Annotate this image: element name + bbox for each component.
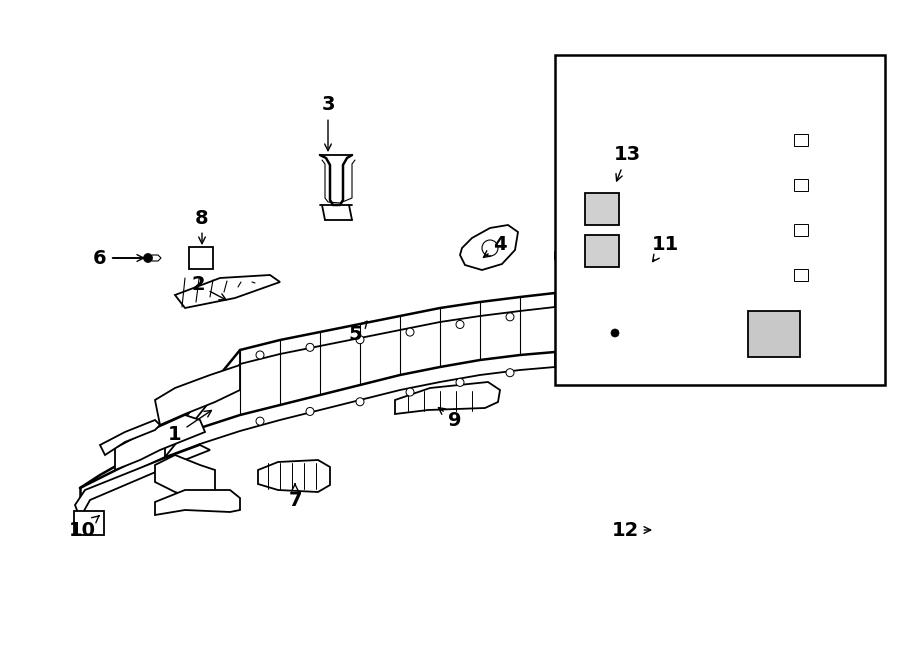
Circle shape xyxy=(406,328,414,336)
Circle shape xyxy=(482,240,498,256)
Text: 2: 2 xyxy=(191,276,226,300)
FancyBboxPatch shape xyxy=(794,224,808,236)
Circle shape xyxy=(356,336,364,344)
Circle shape xyxy=(611,329,619,337)
Circle shape xyxy=(645,253,665,273)
Circle shape xyxy=(613,251,627,265)
Text: 4: 4 xyxy=(483,235,507,257)
Polygon shape xyxy=(258,460,330,492)
Circle shape xyxy=(456,321,464,329)
Polygon shape xyxy=(460,225,518,270)
Polygon shape xyxy=(155,365,240,425)
Polygon shape xyxy=(555,228,690,307)
Text: 6: 6 xyxy=(94,249,144,268)
Text: 3: 3 xyxy=(321,95,335,151)
Circle shape xyxy=(406,388,414,396)
Polygon shape xyxy=(765,355,785,363)
Text: 9: 9 xyxy=(438,408,462,430)
Text: 1: 1 xyxy=(168,410,212,444)
Circle shape xyxy=(256,351,264,359)
Polygon shape xyxy=(155,490,240,515)
FancyBboxPatch shape xyxy=(794,134,808,146)
Circle shape xyxy=(456,378,464,387)
Text: 8: 8 xyxy=(195,208,209,244)
FancyBboxPatch shape xyxy=(585,193,619,225)
FancyBboxPatch shape xyxy=(189,247,213,269)
Text: 5: 5 xyxy=(348,321,367,344)
Polygon shape xyxy=(580,103,803,303)
Text: 7: 7 xyxy=(288,485,302,510)
Circle shape xyxy=(506,313,514,321)
Circle shape xyxy=(256,417,264,425)
Circle shape xyxy=(356,398,364,406)
Text: 12: 12 xyxy=(611,520,651,539)
Text: 11: 11 xyxy=(652,235,679,262)
Polygon shape xyxy=(175,275,280,308)
FancyBboxPatch shape xyxy=(748,311,800,357)
Polygon shape xyxy=(149,255,161,261)
Text: 10: 10 xyxy=(68,516,99,539)
Polygon shape xyxy=(100,420,160,455)
Text: 13: 13 xyxy=(614,145,641,181)
Polygon shape xyxy=(570,238,658,280)
FancyBboxPatch shape xyxy=(585,235,619,267)
Circle shape xyxy=(506,369,514,377)
Polygon shape xyxy=(155,455,215,500)
Circle shape xyxy=(306,343,314,352)
Circle shape xyxy=(606,244,634,272)
FancyBboxPatch shape xyxy=(794,269,808,281)
Circle shape xyxy=(306,407,314,416)
FancyBboxPatch shape xyxy=(794,179,808,191)
Circle shape xyxy=(143,254,152,262)
FancyBboxPatch shape xyxy=(74,511,104,535)
Polygon shape xyxy=(75,445,210,518)
Polygon shape xyxy=(115,415,205,470)
Bar xyxy=(555,55,885,385)
Polygon shape xyxy=(395,382,500,414)
